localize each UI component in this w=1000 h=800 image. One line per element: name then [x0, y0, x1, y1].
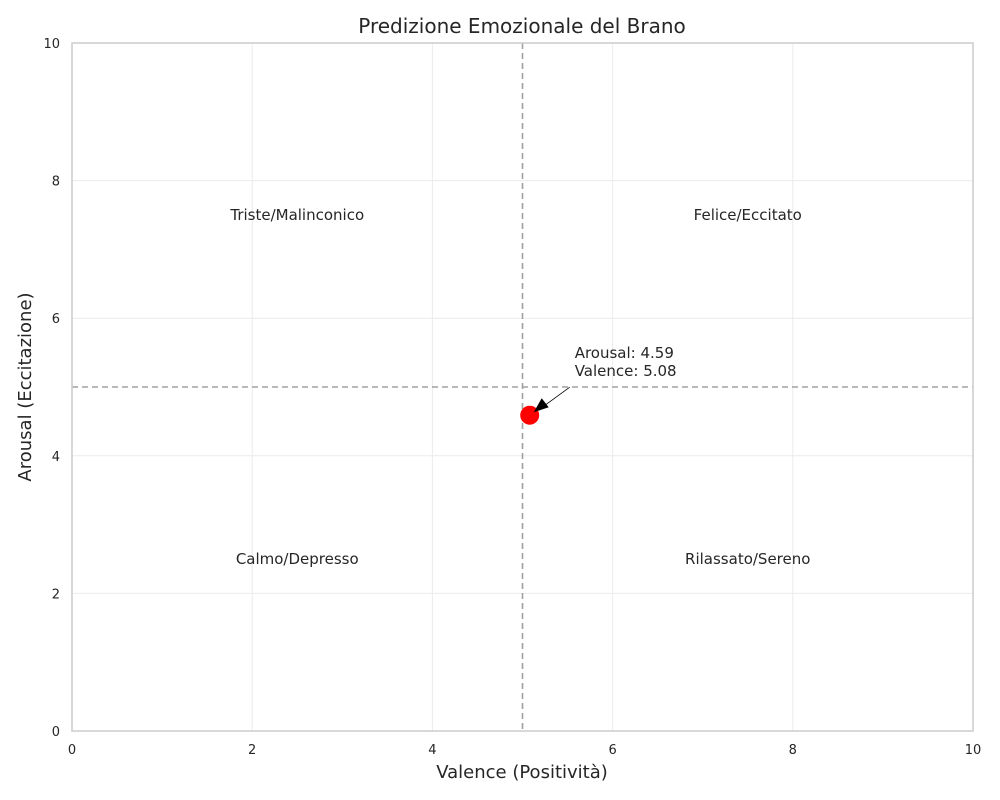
quadrant-label: Rilassato/Sereno [685, 550, 810, 568]
quadrant-label: Triste/Malinconico [229, 206, 364, 224]
x-tick-label: 4 [428, 743, 436, 758]
reference-lines [72, 43, 973, 731]
quadrant-label: Calmo/Depresso [236, 550, 359, 568]
y-tick-label: 10 [43, 37, 60, 52]
data-point [520, 405, 540, 425]
quadrant-label: Felice/Eccitato [694, 206, 802, 224]
chart-title: Predizione Emozionale del Brano [358, 14, 686, 38]
x-tick-label: 8 [789, 743, 797, 758]
annotation-arrow-head [533, 398, 549, 413]
annotation-text: Arousal: 4.59 [575, 344, 674, 362]
y-tick-label: 4 [52, 450, 60, 465]
quadrant-labels: Triste/Malinconico Felice/Eccitato Calmo/D… [229, 206, 810, 568]
y-tick-label: 2 [52, 587, 60, 602]
y-axis-label: Arousal (Eccitazione) [15, 292, 36, 481]
annotation-arrow-line [543, 386, 570, 407]
x-axis-label: Valence (Positività) [436, 762, 608, 783]
x-axis-ticks: 0 2 4 6 8 10 [68, 743, 981, 758]
x-tick-label: 2 [248, 743, 256, 758]
y-tick-label: 6 [52, 312, 60, 327]
x-tick-label: 0 [68, 743, 76, 758]
y-tick-label: 0 [52, 725, 60, 740]
y-tick-label: 8 [52, 175, 60, 190]
annotation-text: Valence: 5.08 [575, 362, 677, 380]
x-tick-label: 6 [608, 743, 616, 758]
plot-frame [71, 42, 974, 732]
data-points [520, 405, 540, 425]
x-tick-label: 10 [965, 743, 982, 758]
y-axis-ticks: 0 2 4 6 8 10 [43, 37, 60, 740]
